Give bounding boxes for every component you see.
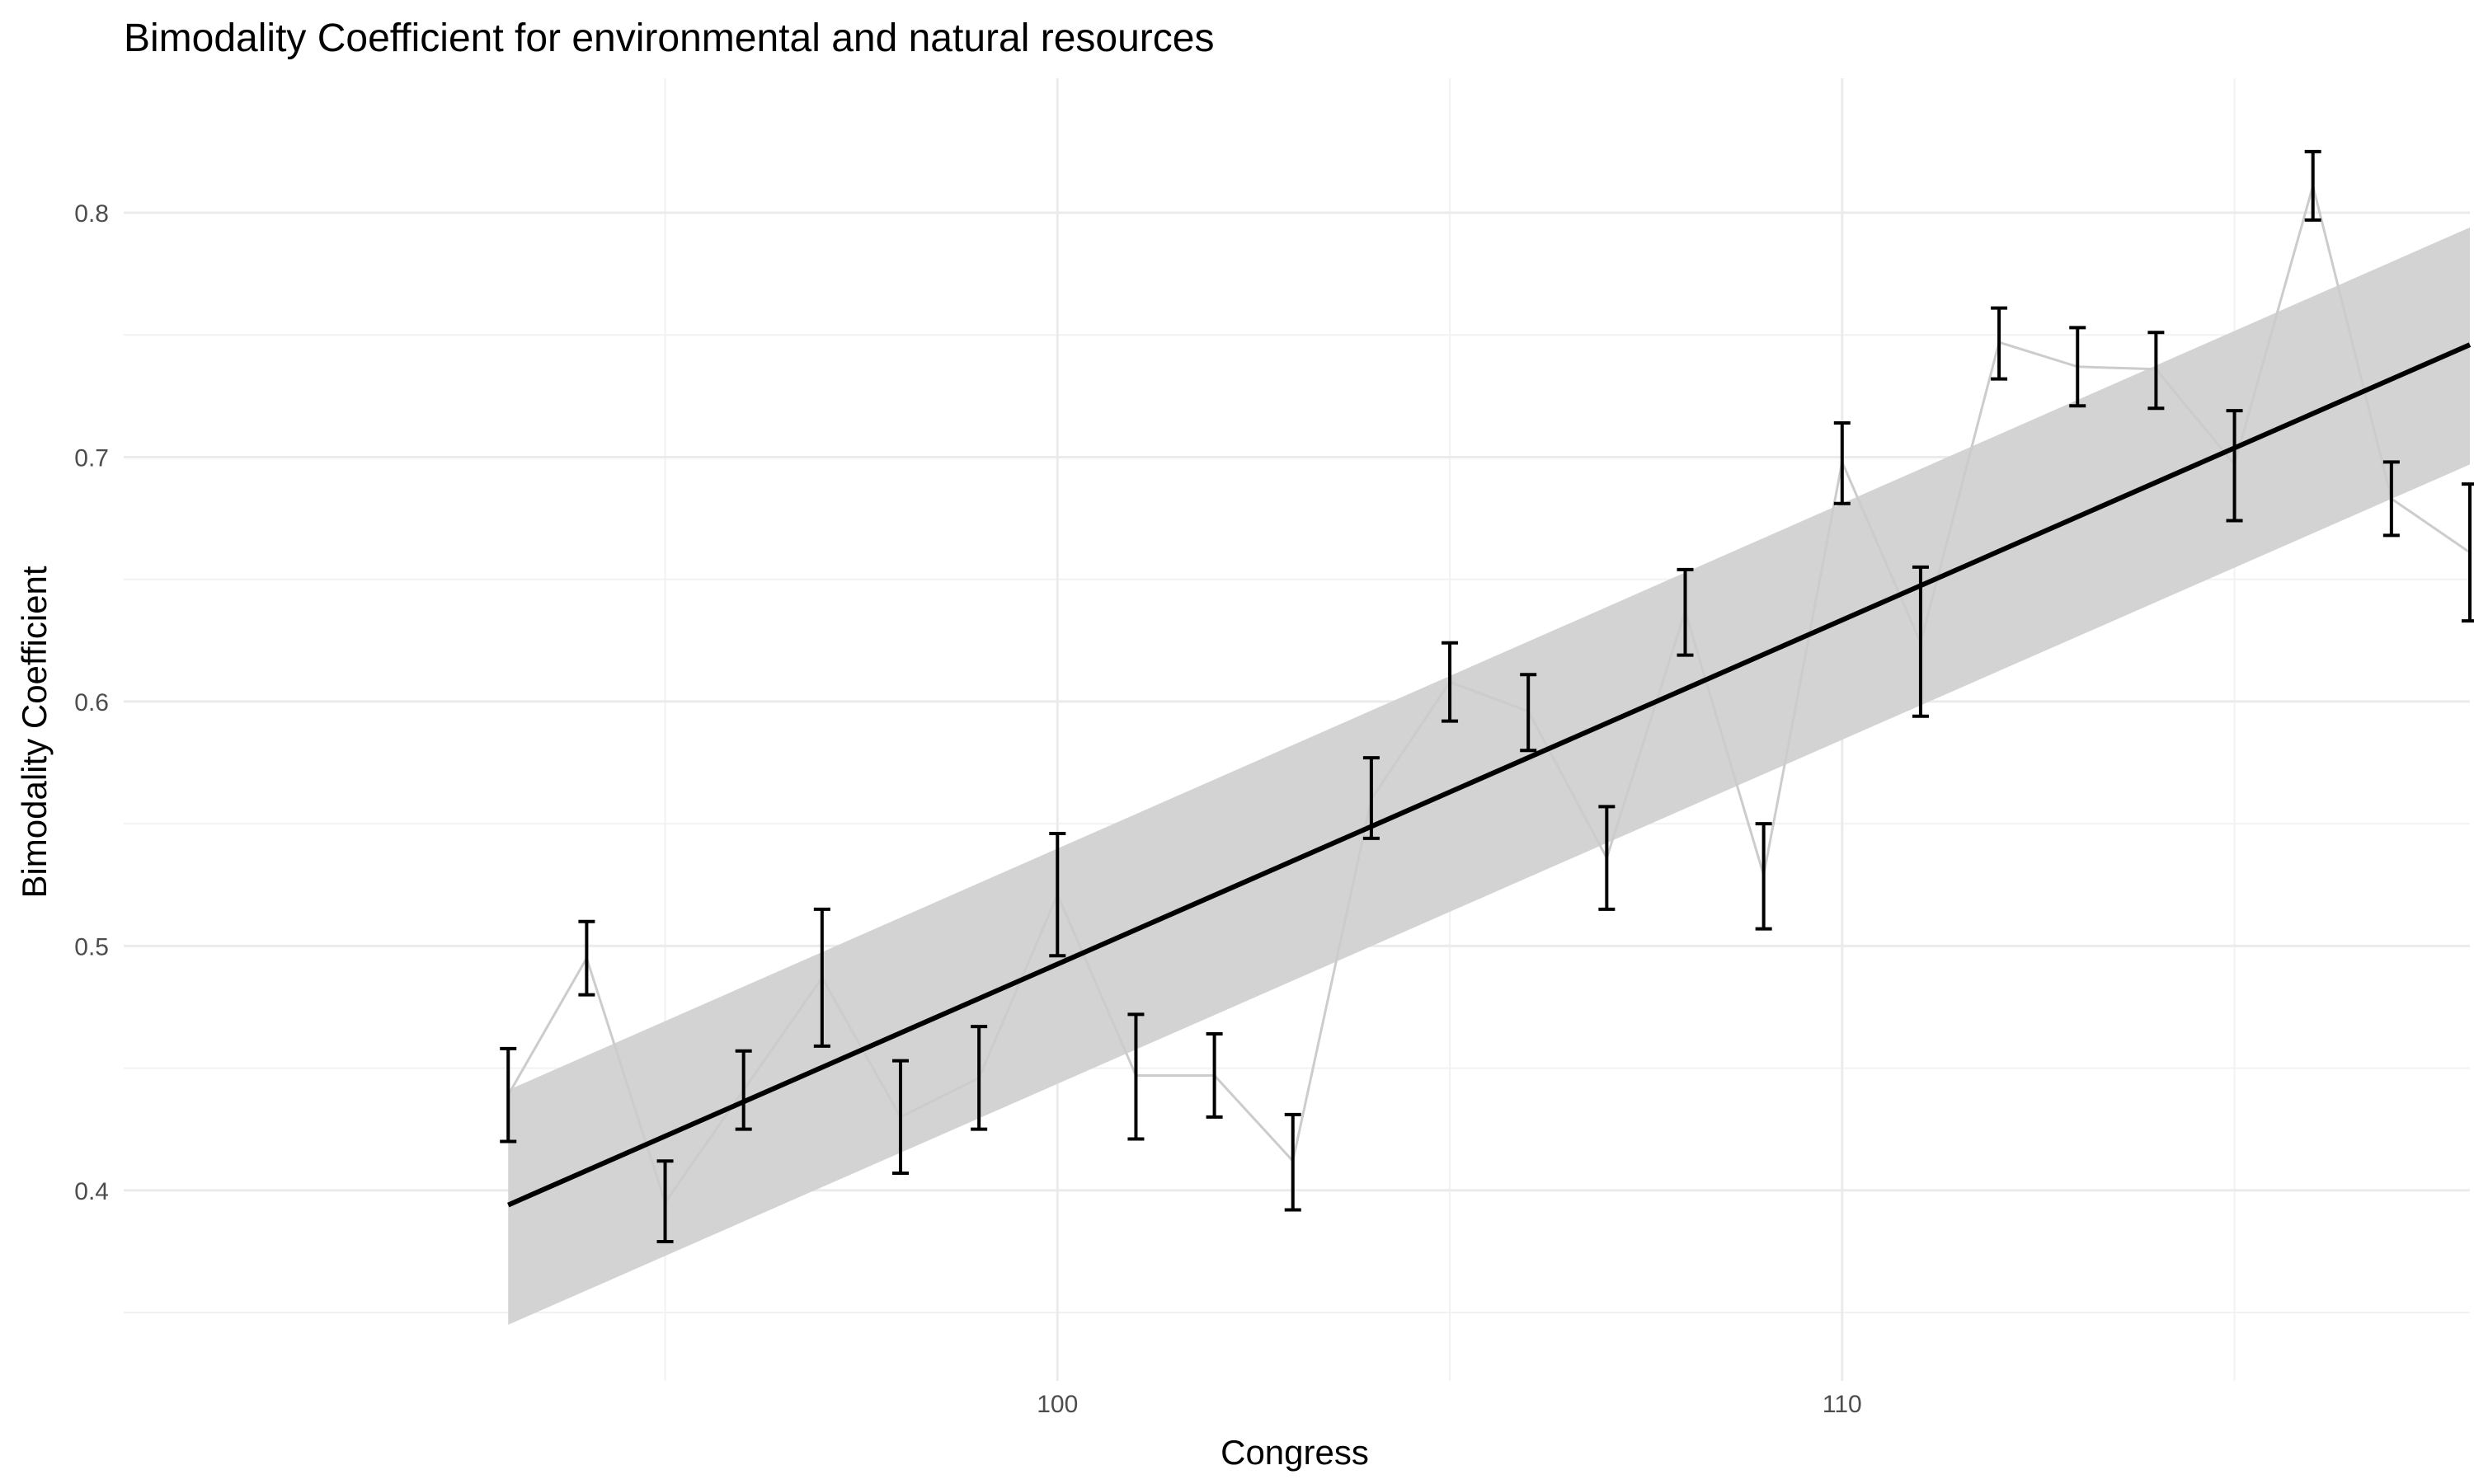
fit-line [507,342,2472,1208]
error-bar [2069,326,2086,408]
error-bar [500,1046,517,1144]
observed-series-line [506,181,2471,1205]
error-bar [1912,565,1929,718]
error-bar [971,1025,988,1131]
x-axis-ticks: 100 110 [1037,1391,1861,1418]
error-bar [1049,831,1066,958]
error-bar [578,919,595,997]
error-bar [735,1049,752,1131]
error-bar [656,1159,674,1244]
observed-line [506,181,2471,1205]
y-axis-ticks: 0.4 0.5 0.6 0.7 0.8 [74,200,109,1205]
error-bar [2462,482,2474,623]
x-tick-label: 100 [1037,1391,1078,1418]
error-bar [1127,1012,1145,1141]
y-tick-label: 0.4 [74,1178,109,1205]
chart-title: Bimodality Coefficient for environmental… [124,16,1214,60]
error-bar [1598,805,1616,911]
error-bar [2304,149,2321,222]
error-bar [1520,673,1537,753]
error-bar [2226,409,2243,523]
error-bar [2147,331,2165,411]
y-tick-label: 0.6 [74,689,109,716]
grid [124,78,2470,1381]
error-bar [1677,567,1694,657]
y-tick-label: 0.5 [74,933,109,960]
error-bar [1284,1112,1301,1212]
error-bar [1442,641,1459,723]
error-bars [500,149,2474,1244]
x-tick-label: 110 [1823,1391,1862,1418]
y-tick-label: 0.8 [74,200,109,228]
y-tick-label: 0.7 [74,444,109,472]
error-bar [1833,420,1851,505]
error-bar [2382,460,2400,538]
fit-line-group [507,342,2472,1208]
error-bar [813,907,830,1048]
error-bar [1206,1032,1223,1119]
error-bar [1755,822,1772,931]
y-axis-title: Bimodality Coefficient [15,566,54,898]
x-axis-title: Congress [1221,1433,1369,1472]
error-bar [891,1059,909,1176]
error-bar [1991,306,2008,381]
error-bar [1362,756,1380,840]
